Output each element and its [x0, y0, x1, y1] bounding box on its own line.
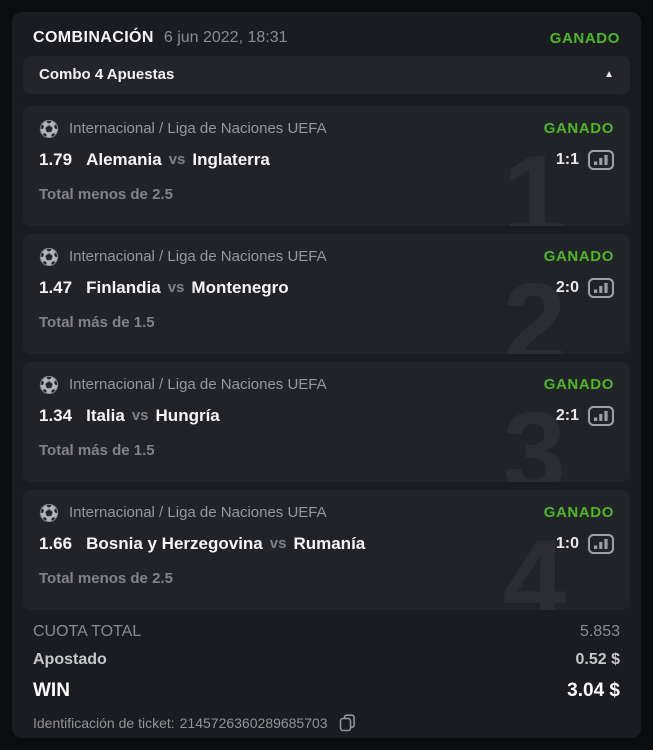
home-team: Alemania: [86, 149, 162, 169]
market-label: Total menos de 2.5: [39, 185, 173, 203]
match-score: 2:0: [555, 278, 579, 296]
soccer-ball-icon: [39, 119, 59, 138]
bet-number-watermark: 3: [502, 388, 566, 482]
odds-value: 1.47: [39, 277, 73, 297]
stake-label: Apostado: [33, 651, 107, 669]
away-team: Inglaterra: [192, 149, 270, 169]
bet-status-badge: GANADO: [543, 504, 614, 522]
copy-icon[interactable]: [339, 714, 356, 732]
bet-list: Internacional / Liga de Naciones UEFA GA…: [23, 105, 630, 610]
vs-label: vs: [269, 535, 287, 553]
bet-slip: COMBINACIÓN 6 jun 2022, 18:31 GANADO Com…: [12, 12, 641, 738]
odds-value: 1.79: [39, 149, 73, 169]
away-team: Montenegro: [191, 277, 289, 297]
stats-icon[interactable]: [588, 533, 614, 554]
ticket-id-row: Identificación de ticket: 21457263602896…: [23, 708, 630, 738]
total-odds-value: 5.853: [579, 622, 620, 640]
vs-label: vs: [131, 407, 149, 425]
soccer-ball-icon: [39, 247, 59, 266]
bet-number-watermark: 2: [502, 260, 566, 354]
bet-card-4: Internacional / Liga de Naciones UEFA GA…: [23, 489, 630, 610]
match-score: 2:1: [555, 406, 579, 424]
stats-icon[interactable]: [588, 149, 614, 170]
bet-card-1: Internacional / Liga de Naciones UEFA GA…: [23, 105, 630, 226]
stats-icon[interactable]: [588, 405, 614, 426]
odds-value: 1.66: [39, 533, 73, 553]
ticket-id-value: 2145726360289685703: [179, 714, 328, 731]
win-label: WIN: [33, 680, 70, 702]
total-odds-row: CUOTA TOTAL 5.853: [23, 618, 630, 646]
bet-number-watermark: 1: [502, 132, 566, 226]
league-label: Internacional / Liga de Naciones UEFA: [69, 120, 327, 138]
slip-header: COMBINACIÓN 6 jun 2022, 18:31 GANADO: [23, 21, 630, 56]
bet-card-2: Internacional / Liga de Naciones UEFA GA…: [23, 233, 630, 354]
bet-number-watermark: 4: [502, 516, 566, 610]
match-score: 1:1: [555, 150, 579, 168]
away-team: Hungría: [155, 405, 220, 425]
bet-type-label: COMBINACIÓN: [33, 29, 154, 47]
league-label: Internacional / Liga de Naciones UEFA: [69, 376, 327, 394]
stats-icon[interactable]: [588, 277, 614, 298]
chevron-up-icon[interactable]: ▲: [604, 69, 614, 81]
home-team: Finlandia: [86, 277, 161, 297]
market-label: Total más de 1.5: [39, 441, 155, 459]
slip-status-badge: GANADO: [549, 29, 620, 47]
ticket-id-label: Identificación de ticket:: [33, 714, 175, 731]
bet-date: 6 jun 2022, 18:31: [163, 29, 288, 47]
bet-status-badge: GANADO: [543, 120, 614, 138]
vs-label: vs: [168, 151, 186, 169]
bet-card-3: Internacional / Liga de Naciones UEFA GA…: [23, 361, 630, 482]
soccer-ball-icon: [39, 503, 59, 522]
bet-status-badge: GANADO: [543, 376, 614, 394]
soccer-ball-icon: [39, 375, 59, 394]
vs-label: vs: [167, 279, 185, 297]
bet-status-badge: GANADO: [543, 248, 614, 266]
away-team: Rumanía: [293, 533, 366, 553]
league-label: Internacional / Liga de Naciones UEFA: [69, 504, 327, 522]
home-team: Italia: [86, 405, 125, 425]
combo-label: Combo 4 Apuestas: [39, 66, 175, 84]
market-label: Total más de 1.5: [39, 313, 155, 331]
odds-value: 1.34: [39, 405, 73, 425]
total-odds-label: CUOTA TOTAL: [33, 622, 142, 640]
market-label: Total menos de 2.5: [39, 569, 173, 587]
win-value: 3.04 $: [567, 680, 620, 702]
league-label: Internacional / Liga de Naciones UEFA: [69, 248, 327, 266]
stake-value: 0.52 $: [575, 651, 620, 669]
combo-toggle[interactable]: Combo 4 Apuestas ▲: [23, 55, 630, 94]
win-row: WIN 3.04 $: [23, 674, 630, 708]
match-score: 1:0: [555, 534, 579, 552]
stake-row: Apostado 0.52 $: [23, 646, 630, 674]
home-team: Bosnia y Herzegovina: [86, 533, 263, 553]
